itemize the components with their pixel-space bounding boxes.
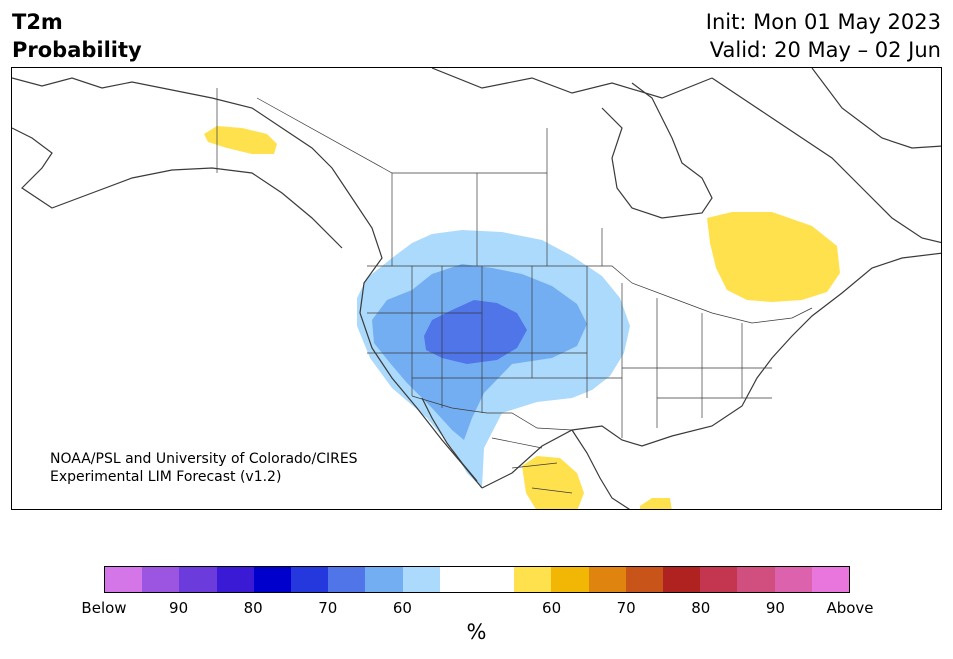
map-canvas (12, 68, 941, 509)
colorbar-swatch (774, 567, 812, 592)
above-60-east-canada (707, 212, 840, 302)
colorbar-unit: % (466, 620, 487, 644)
baja-coast (421, 397, 478, 482)
mexico-states (491, 437, 573, 494)
colorbar-swatch (811, 567, 850, 592)
credit-line-2: Experimental LIM Forecast (v1.2) (50, 469, 282, 485)
colorbar-swatch (216, 567, 254, 592)
labrador-coast (711, 77, 941, 244)
credit-line-1: NOAA/PSL and University of Colorado/CIRE… (50, 451, 358, 467)
colorbar-swatch (142, 567, 180, 592)
mexico-gulf (571, 429, 631, 509)
above-60-mexico (522, 456, 584, 509)
colorbar (104, 566, 850, 593)
gulf-coast (481, 252, 941, 489)
canada-provinces (256, 97, 603, 266)
above-60-caribbean (640, 498, 672, 509)
coastlines (12, 68, 941, 509)
colorbar-tick-label: Below (81, 599, 127, 617)
colorbar-swatch (551, 567, 589, 592)
colorbar-tick-label: 60 (542, 599, 562, 617)
probability-shading (204, 126, 840, 509)
us-mexico-border (411, 395, 573, 431)
forecast-map: NOAA/PSL and University of Colorado/CIRE… (11, 67, 942, 510)
title-line-1: T2m (12, 10, 63, 34)
colorbar-swatch (402, 567, 440, 592)
colorbar-swatch (179, 567, 217, 592)
colorbar-swatch (365, 567, 403, 592)
colorbar-tick-label: 90 (765, 599, 785, 617)
map-title: T2m Probability (12, 8, 142, 64)
colorbar-swatch (625, 567, 664, 592)
arctic-islands (431, 68, 713, 99)
forecast-dates: Init: Mon 01 May 2023 Valid: 20 May – 02… (706, 8, 941, 64)
us-states (367, 266, 772, 438)
alaska-south-coast (12, 127, 343, 249)
init-date: Init: Mon 01 May 2023 (705, 10, 941, 34)
colorbar-tick-label: 60 (392, 599, 412, 617)
us-canada-border (367, 265, 813, 324)
colorbar-swatch (105, 567, 143, 592)
colorbar-swatch (737, 567, 775, 592)
colorbar-swatch (477, 567, 515, 592)
colorbar-tick-label: 70 (318, 599, 338, 617)
colorbar-tick-label: 80 (243, 599, 263, 617)
title-line-2: Probability (12, 38, 142, 62)
colorbar-swatch (253, 567, 292, 592)
colorbar-tick-label: Above (826, 599, 874, 617)
below-80-area (424, 300, 527, 364)
colorbar-ticks: Below 90 80 70 60 60 70 80 90 Above (81, 599, 873, 619)
colorbar-swatch (514, 567, 552, 592)
colorbar-swatch (588, 567, 626, 592)
colorbar-swatch (328, 567, 366, 592)
credit-text: NOAA/PSL and University of Colorado/CIRE… (50, 450, 358, 486)
colorbar-tick-label: 70 (616, 599, 636, 617)
colorbar-swatch (700, 567, 738, 592)
alaska-coast (12, 77, 483, 489)
political-borders (216, 88, 813, 494)
above-60-alaska (204, 126, 277, 154)
colorbar-swatch (663, 567, 701, 592)
colorbar-tick-label: 80 (691, 599, 711, 617)
colorbar-swatch (439, 567, 478, 592)
valid-date: Valid: 20 May – 02 Jun (709, 38, 941, 62)
colorbar-swatch (291, 567, 329, 592)
hudson-bay (601, 82, 713, 219)
colorbar-tick-label: 90 (169, 599, 189, 617)
greenland-edge (811, 68, 941, 149)
